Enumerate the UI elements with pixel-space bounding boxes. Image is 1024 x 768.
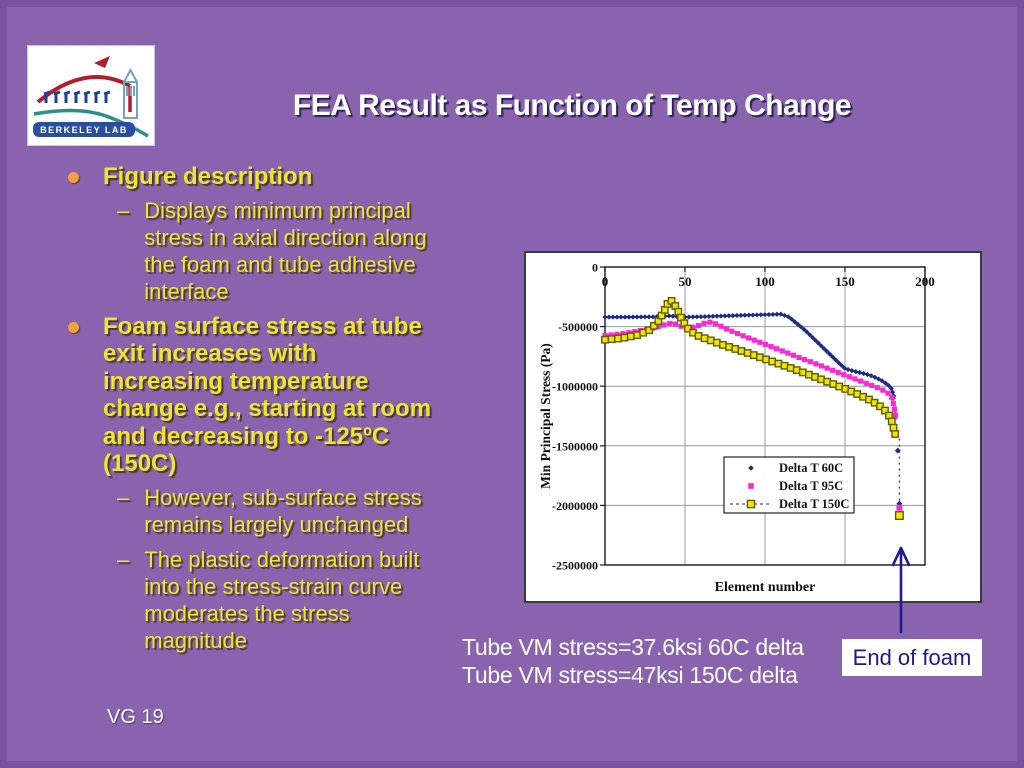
vm-stress-captions: Tube VM stress=37.6ksi 60C delta Tube VM… (462, 633, 804, 689)
campanile-tower-icon (123, 67, 138, 119)
dash-icon: – (117, 484, 130, 510)
bullet-text: Foam surface stress at tube exit increas… (103, 312, 432, 478)
svg-text:0: 0 (592, 261, 598, 275)
dash-icon: – (117, 546, 130, 572)
berkeley-lab-logo-art: BERKELEY LAB (33, 56, 149, 138)
bullet-text: Figure description (103, 163, 313, 190)
bullet-dot-icon (68, 321, 79, 333)
sub-bullet-text: However, sub-surface stress remains larg… (144, 484, 422, 537)
svg-text:-1500000: -1500000 (552, 439, 598, 453)
sub-bullet-item: – Displays minimum principal stress in a… (65, 197, 477, 305)
bullet-item: Foam surface stress at tube exit increas… (65, 313, 477, 478)
legend-box (723, 456, 855, 514)
sub-bullet-item: – However, sub-surface stress remains la… (65, 484, 477, 538)
slide-title: FEA Result as Function of Temp Change (292, 89, 852, 122)
series-delta-t-150c (601, 296, 900, 438)
legend-label: Delta T 95C (779, 479, 843, 493)
svg-text:-1000000: -1000000 (552, 380, 598, 394)
berkeley-lab-logo: BERKELEY LAB (27, 45, 155, 146)
svg-text:50: 50 (679, 274, 692, 289)
svg-text:200: 200 (915, 274, 935, 289)
end-of-foam-label: End of foam (852, 644, 972, 670)
svg-text:100: 100 (755, 274, 775, 289)
svg-text:150: 150 (835, 274, 855, 289)
svg-text:-2500000: -2500000 (552, 559, 598, 573)
sub-bullet-text: The plastic deformation built into the s… (144, 546, 420, 653)
swoosh-icon (33, 108, 149, 138)
logo-label-pill (33, 122, 135, 137)
dome-arc-icon (36, 75, 131, 104)
logo-label: BERKELEY LAB (40, 125, 128, 135)
svg-text:-2000000: -2000000 (552, 499, 598, 513)
dash-icon: – (117, 197, 130, 223)
legend-label: Delta T 150C (779, 497, 849, 511)
bullet-dot-icon (68, 172, 79, 183)
vm-stress-line1: Tube VM stress=37.6ksi 60C delta (462, 634, 804, 660)
slide-number: VG 19 (107, 706, 164, 728)
vm-stress-line2: Tube VM stress=47ksi 150C delta (462, 662, 798, 688)
sub-bullet-text: Displays minimum principal stress in axi… (144, 197, 427, 304)
stress-chart: 0 -500000 -1000000 -1500000 -2000000 -2500000… (524, 251, 982, 603)
bullet-list: Figure description – Displays minimum pr… (65, 163, 477, 662)
svg-text:-500000: -500000 (558, 320, 598, 334)
flag-icon (94, 56, 110, 68)
sub-bullet-item: – The plastic deformation built into the… (65, 546, 477, 654)
end-of-foam-arrow-icon (891, 546, 911, 634)
stress-chart-svg: 0 -500000 -1000000 -1500000 -2000000 -2500000… (538, 261, 935, 596)
x-axis-label: Element number (715, 580, 816, 595)
bullet-item: Figure description (65, 163, 477, 191)
svg-text:0: 0 (602, 274, 609, 289)
slide-background: BERKELEY LAB FEA Result as Function of T… (7, 7, 1017, 761)
legend-label: Delta T 60C (779, 461, 843, 475)
pillars-icon (43, 90, 111, 103)
y-axis-label: Min Principal Stress (Pa) (538, 343, 553, 489)
end-of-foam-callout: End of foam (842, 639, 982, 676)
